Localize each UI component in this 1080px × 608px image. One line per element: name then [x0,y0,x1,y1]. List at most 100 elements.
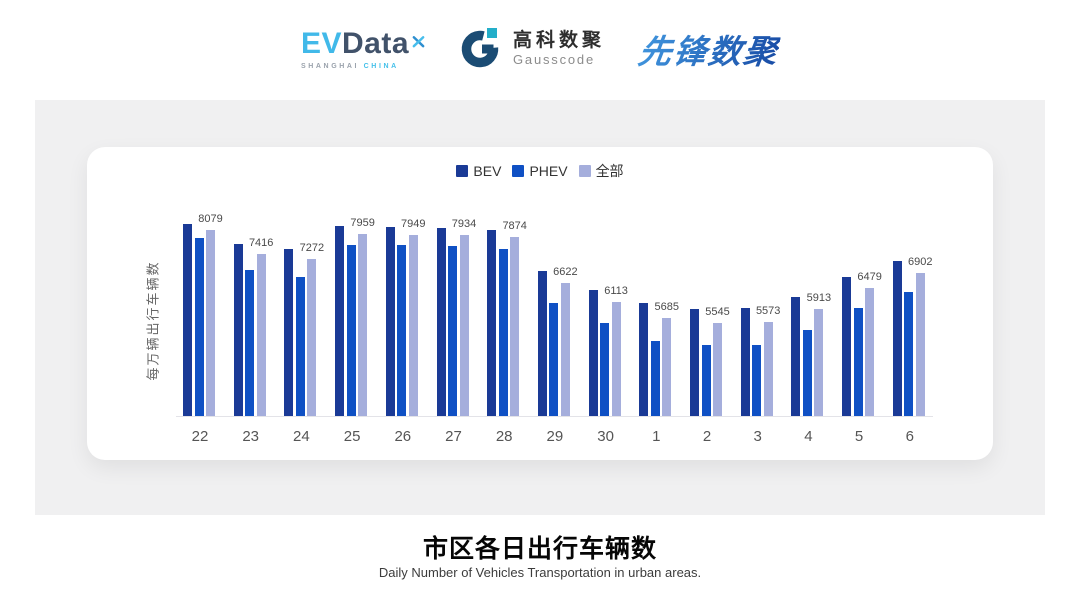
bar-bev-24 [284,248,294,416]
bar-phev-30 [600,323,610,416]
bar-phev-23 [245,269,255,416]
evdata-ev-text: EV [300,26,342,60]
x-tick-23: 23 [242,428,260,445]
bar-all-30 [611,301,621,416]
bar-phev-4 [802,329,812,416]
legend-label-all: 全部 [595,163,624,179]
value-label-24: 7272 [299,242,325,255]
chart-title: 市区各日出行车辆数 [422,535,657,563]
value-label-1: 5685 [654,300,680,313]
x-axis-line [176,416,933,417]
x-tick-27: 27 [445,428,462,445]
x-tick-5: 5 [854,428,864,445]
gausscode-cn-text: 高科数聚 [513,29,606,51]
bar-phev-29 [549,302,559,416]
evdata-subtext: SHANGHAI CHINA [301,63,426,70]
bar-bev-30 [588,289,598,416]
legend-swatch-all [578,165,591,177]
legend-swatch-bev [456,165,469,177]
bar-bev-6 [892,261,902,416]
bar-phev-24 [295,276,305,416]
x-tick-2: 2 [702,428,712,445]
bar-bev-1 [639,302,649,416]
x-tick-24: 24 [293,428,310,445]
bar-all-28 [510,237,520,416]
value-label-2: 5545 [705,305,730,318]
bar-phev-2 [701,345,711,416]
value-label-4: 5913 [806,292,832,305]
bar-all-6 [915,272,925,416]
value-label-25: 7959 [350,217,375,230]
evdata-sub-right: CHINA [363,62,399,70]
value-label-27: 7934 [451,218,477,231]
bar-bev-3 [740,307,750,416]
bar-all-2 [713,322,722,416]
legend-item-bev[interactable]: BEV [456,163,501,179]
bar-bev-29 [537,271,547,416]
bar-all-23 [256,254,266,416]
x-tick-1: 1 [652,428,661,445]
bar-all-27 [459,235,469,416]
value-label-22: 8079 [198,212,223,225]
value-label-30: 6113 [604,284,628,297]
legend-item-phev[interactable]: PHEV [512,163,568,179]
bar-all-25 [358,234,368,416]
pioneer-logo: 先锋数聚 [636,25,783,73]
bar-bev-27 [436,227,446,416]
x-tick-25: 25 [343,428,361,445]
gausscode-logo: 高科数聚 Gausscode [460,25,605,74]
x-tick-30: 30 [597,428,614,445]
bar-all-1 [662,317,672,416]
bar-phev-1 [650,340,660,416]
bar-phev-6 [904,292,914,416]
evdata-wordmark: EV Data [300,26,426,60]
evdata-logo: EV Data SHANGHAI CHINA [300,26,426,70]
bar-phev-3 [752,345,762,416]
bar-phev-28 [498,248,508,416]
gausscode-g-icon [460,25,504,74]
y-axis-label: 每万辆出行车辆数 [145,260,161,381]
legend-label-phev: PHEV [529,163,568,179]
bar-all-3 [763,321,773,416]
x-tick-28: 28 [495,428,513,445]
bar-bev-5 [842,276,852,416]
bar-all-26 [408,234,418,416]
x-tick-4: 4 [804,428,813,445]
bar-bev-28 [487,230,497,416]
value-label-26: 7949 [401,217,426,230]
x-tick-6: 6 [905,428,914,445]
value-label-23: 7416 [248,237,274,250]
evdata-data-text: Data [341,26,410,60]
value-label-3: 5573 [755,304,781,317]
value-label-29: 6622 [553,266,578,279]
value-label-6: 6902 [908,255,933,268]
legend-label-bev: BEV [473,163,502,179]
bar-bev-4 [791,296,801,416]
chart-card: BEV PHEV 全部 每万辆出行车辆数 8079 22 7416 23 7272 24 795… [87,147,993,460]
x-tick-26: 26 [394,428,412,445]
bar-phev-26 [397,245,407,416]
bar-phev-5 [853,307,863,416]
bar-all-24 [307,259,317,416]
bar-phev-27 [448,246,457,416]
value-label-28: 7874 [502,220,527,233]
gausscode-text: 高科数聚 Gausscode [513,29,606,67]
evdata-sub-left: SHANGHAI [300,62,360,70]
bar-bev-25 [335,226,345,416]
bar-bev-2 [690,309,699,416]
bar-bev-26 [385,227,395,416]
brand-header: EV Data SHANGHAI CHINA 高科数聚 Gausscode [0,16,1080,82]
bar-bev-23 [233,243,243,416]
value-label-5: 6479 [857,271,882,284]
bar-all-4 [814,309,824,416]
legend-item-all[interactable]: 全部 [578,161,624,181]
bar-phev-25 [346,244,356,416]
x-tick-3: 3 [753,428,762,445]
x-mark-icon [411,25,426,55]
bar-all-29 [560,283,570,416]
chart-legend: BEV PHEV 全部 [87,161,993,181]
gausscode-en-text: Gausscode [513,51,595,67]
bar-bev-22 [183,223,192,416]
x-tick-22: 22 [191,428,209,445]
bar-phev-22 [194,238,204,416]
